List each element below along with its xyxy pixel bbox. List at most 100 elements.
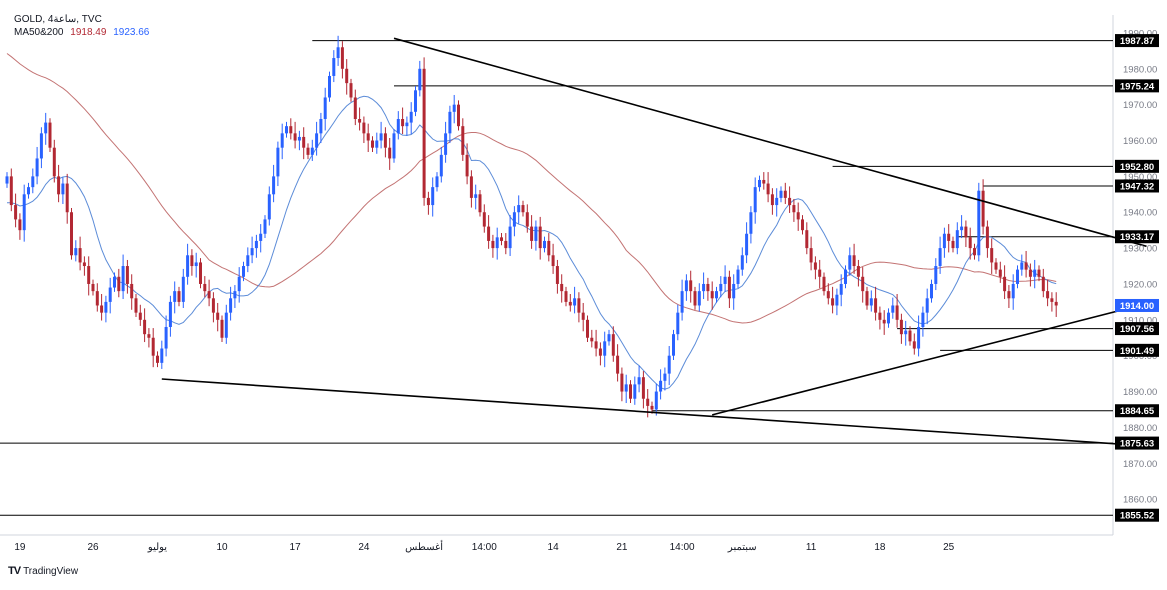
candles — [5, 35, 1058, 418]
candle-body — [65, 183, 69, 213]
candle-body — [586, 319, 589, 338]
candle-body — [1020, 262, 1024, 270]
candle-body — [44, 122, 48, 134]
x-tick-label: 19 — [14, 542, 26, 553]
candle-body — [904, 330, 908, 335]
candle-body — [719, 283, 723, 292]
y-tick-label: 1940.00 — [1123, 208, 1157, 219]
candle-body — [581, 312, 585, 320]
candle-body — [659, 380, 663, 392]
candle-body — [151, 337, 155, 356]
candle-body — [1003, 276, 1007, 292]
candle-body — [392, 133, 396, 159]
candle-body — [706, 283, 710, 292]
candle-body — [521, 205, 525, 213]
candle-body — [474, 194, 478, 198]
candle-body — [1037, 269, 1041, 277]
grid — [0, 15, 1114, 536]
candle-body — [82, 262, 86, 267]
level-labels: 1987.87 1975.24 1952.80 1947.32 1933.17 1907.… — [1115, 34, 1159, 522]
tradingview-logo[interactable]: TV TradingView — [8, 565, 78, 577]
candle-body — [745, 233, 749, 256]
candle-body — [861, 276, 865, 292]
ma50-value: 1918.49 — [70, 27, 107, 38]
candle-body — [517, 205, 521, 213]
candle-body — [530, 226, 534, 241]
candle-body — [676, 312, 680, 335]
candle-body — [263, 219, 267, 234]
x-tick-label: أغسطس — [405, 540, 443, 553]
level-label-bg — [1115, 322, 1159, 336]
candle-body — [328, 75, 331, 98]
candle-body — [865, 291, 869, 306]
candle-body — [809, 248, 813, 263]
candle-body — [925, 298, 929, 313]
candle-body — [121, 266, 125, 292]
candle-body — [1007, 291, 1011, 299]
candle-body — [693, 291, 697, 306]
candle-body — [990, 248, 994, 263]
candle-body — [366, 133, 370, 141]
candle-body — [633, 384, 637, 399]
candle-body — [899, 319, 903, 335]
tradingview-brand: TradingView — [23, 565, 79, 577]
candle-body — [672, 334, 675, 356]
candle-body — [727, 276, 731, 299]
candle-body — [18, 219, 22, 231]
candle-body — [315, 133, 319, 148]
candle-body — [220, 319, 224, 338]
level-label: 1855.52 — [1120, 511, 1154, 522]
level-label: 1947.32 — [1120, 181, 1154, 192]
x-tick-label: 11 — [806, 542, 817, 553]
candle-body — [697, 291, 701, 306]
level-label-bg — [1115, 34, 1159, 48]
candle-body — [207, 291, 211, 299]
level-label: 1884.65 — [1120, 406, 1155, 417]
candle-body — [538, 226, 542, 249]
candle-body — [500, 237, 503, 241]
x-tick-label: 26 — [87, 542, 99, 553]
candle-body — [91, 283, 95, 292]
candle-body — [138, 312, 142, 320]
level-label-bg — [1115, 404, 1159, 418]
y-tick-label: 1880.00 — [1123, 423, 1157, 434]
candle-body — [461, 126, 465, 155]
candle-body — [590, 337, 594, 342]
candle-body — [942, 233, 946, 249]
candle-body — [31, 176, 35, 188]
candle-body — [551, 255, 555, 267]
time-axis[interactable]: 19 26 يوليو 10 17 24 أغسطس 14:00 14 21 14:00 سبتمبر… — [14, 540, 954, 553]
candle-body — [14, 205, 18, 220]
y-tick-label: 1870.00 — [1123, 459, 1157, 470]
candle-body — [792, 205, 796, 213]
candle-body — [104, 301, 108, 313]
candle-body — [319, 119, 323, 134]
candle-body — [775, 197, 779, 206]
ma-legend[interactable]: MA50&200 1918.49 1923.66 — [14, 27, 153, 38]
trendlines — [161, 37, 1147, 447]
candle-body — [736, 269, 740, 284]
candle-body — [629, 384, 632, 399]
candle-body — [203, 283, 207, 292]
level-label: 1907.56 — [1120, 324, 1154, 335]
candle-body — [250, 248, 254, 256]
candle-body — [349, 83, 353, 98]
x-tick-label: 25 — [943, 542, 955, 553]
candle-body — [35, 158, 39, 177]
candle-body — [1028, 269, 1032, 277]
candle-body — [667, 355, 671, 374]
price-axis[interactable]: 1990.00 1980.00 1970.00 1960.00 1950.00 1940.… — [1123, 28, 1157, 505]
candle-body — [254, 240, 258, 249]
candle-body — [938, 248, 942, 267]
candle-body — [624, 384, 628, 392]
candle-body — [246, 255, 250, 267]
x-tick-label: 18 — [874, 542, 886, 553]
candle-body — [912, 341, 916, 349]
candle-body — [224, 312, 228, 338]
candle-body — [1011, 283, 1015, 299]
y-tick-label: 1990.00 — [1123, 28, 1157, 39]
candle-body — [869, 298, 873, 306]
candle-body — [852, 255, 856, 267]
